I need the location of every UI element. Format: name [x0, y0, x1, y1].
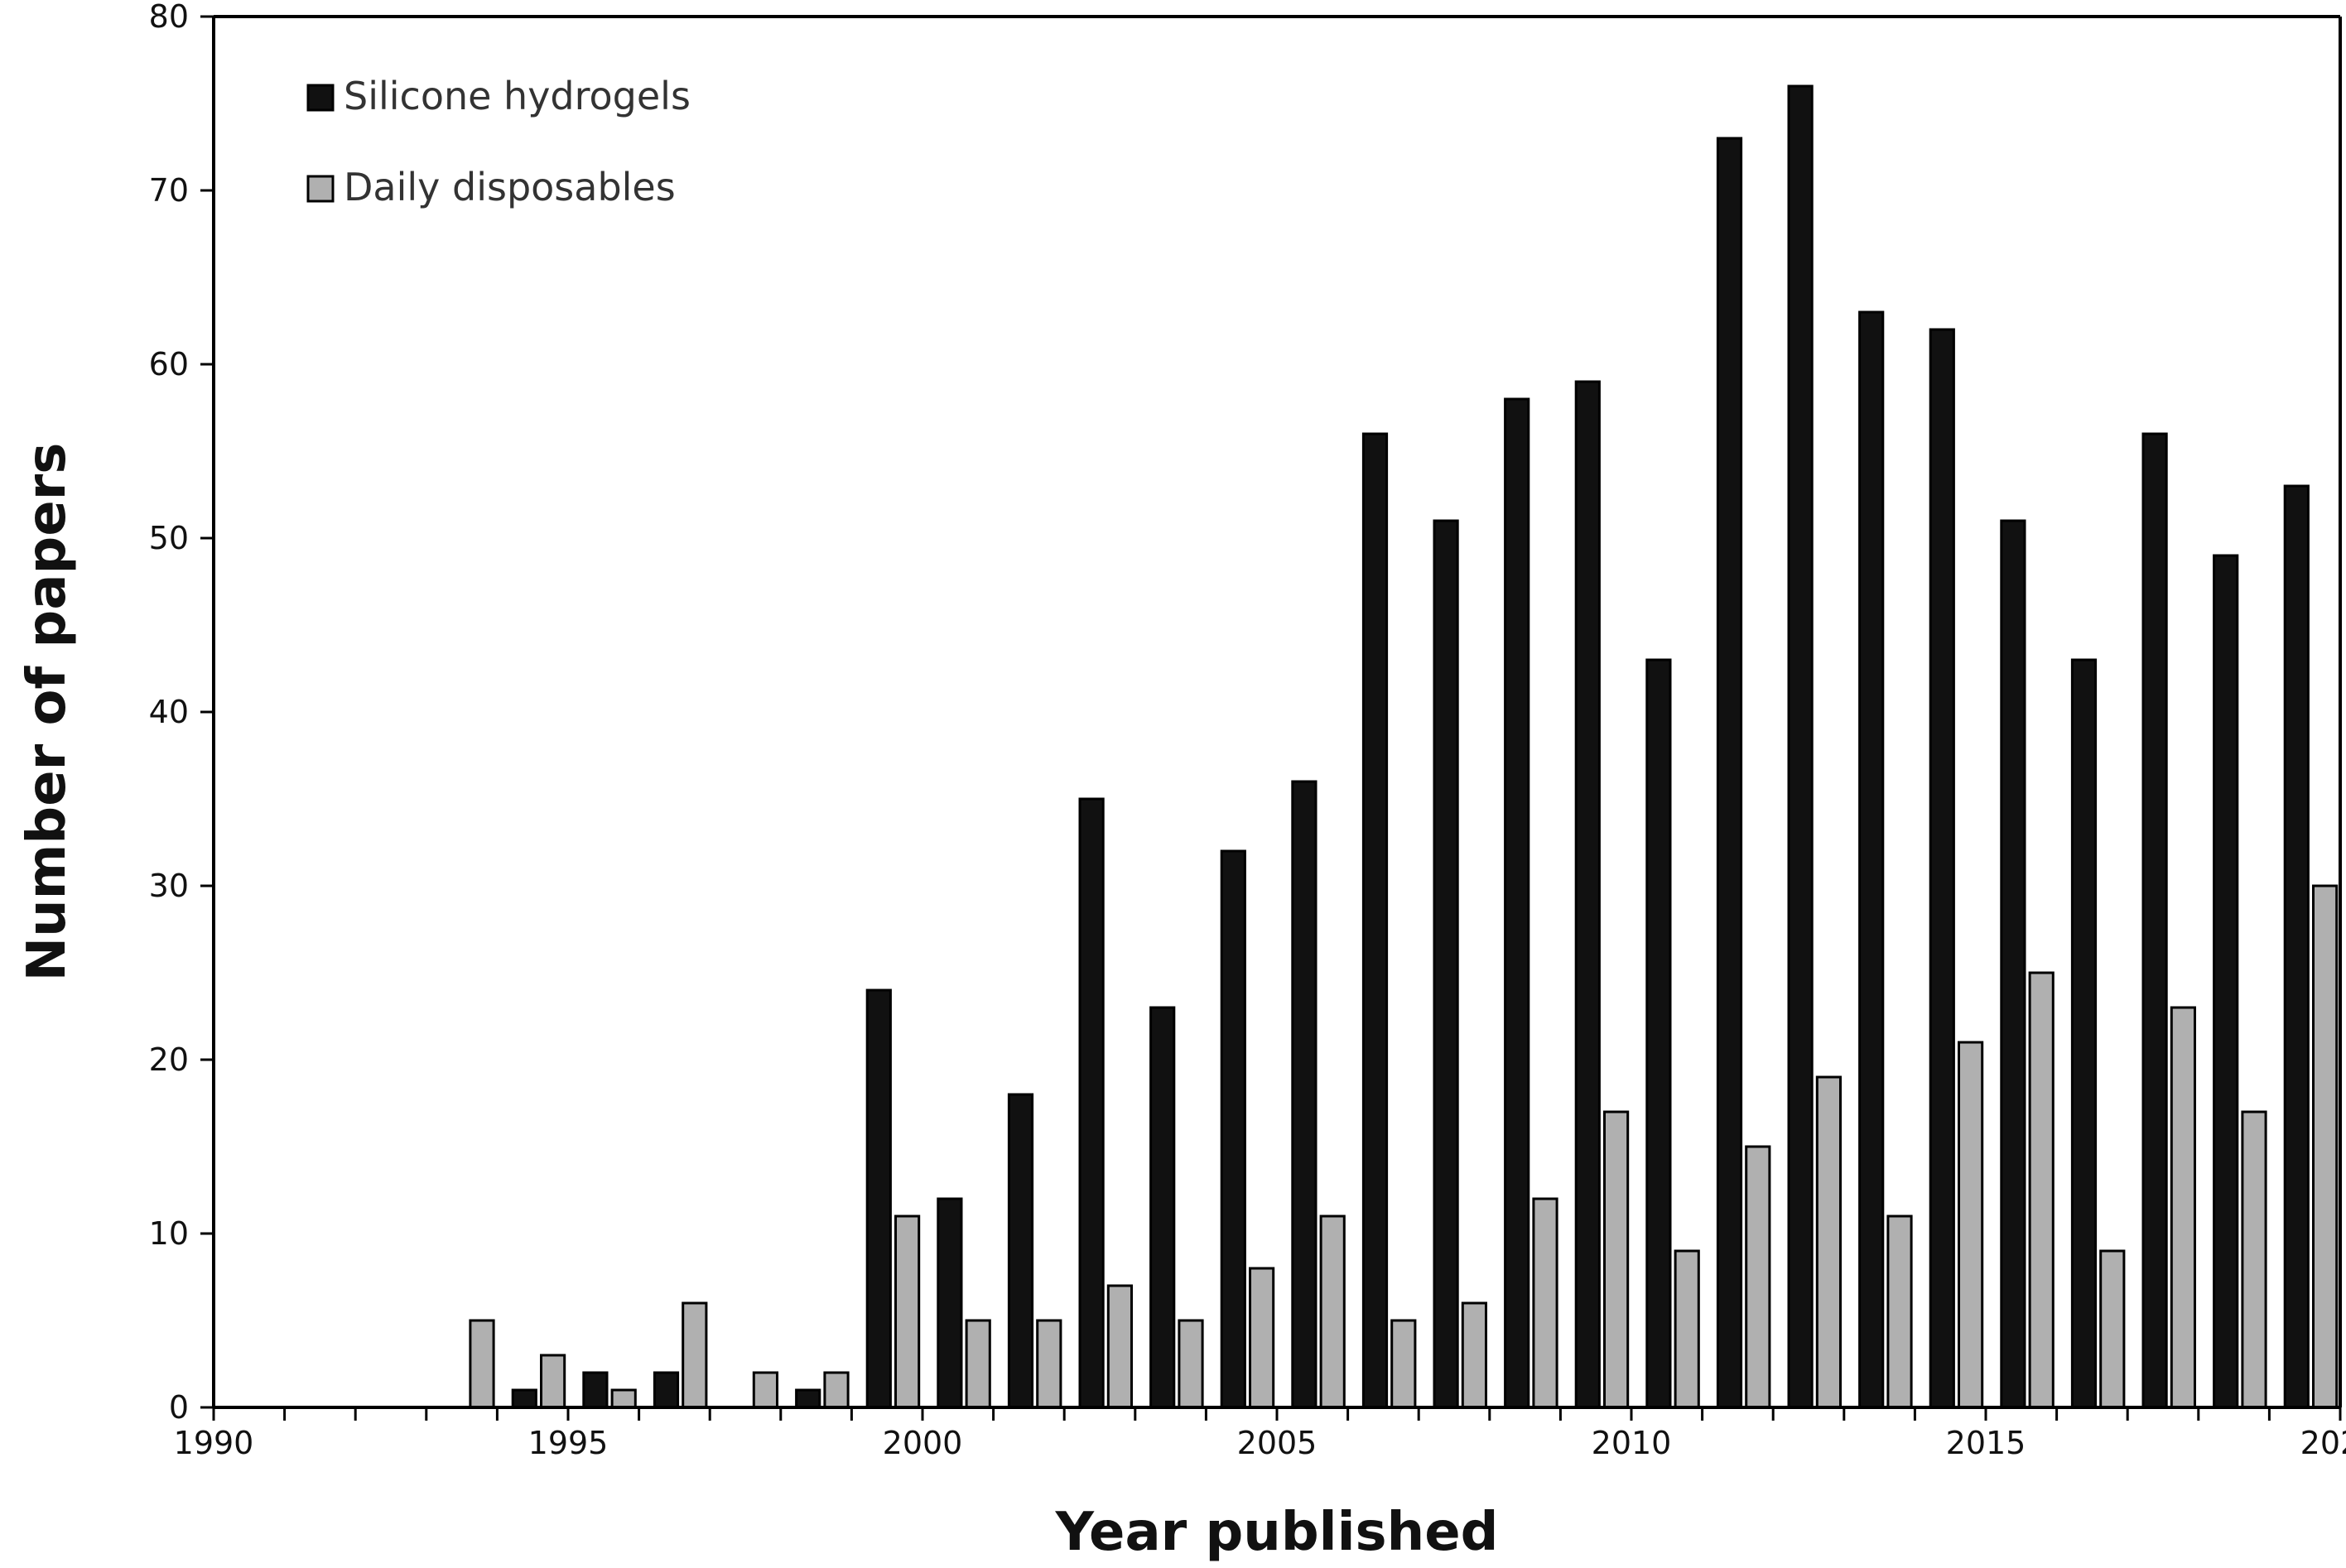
bar-daily-disposables-2004	[1178, 1319, 1204, 1409]
x-tick-label: 2010	[1592, 1425, 1672, 1461]
bar-silicone-hydrogels-2014	[1858, 310, 1885, 1409]
y-tick-label: 20	[149, 1041, 189, 1078]
bar-daily-disposables-1998	[752, 1371, 778, 1409]
bar-daily-disposables-2018	[2170, 1006, 2197, 1409]
bar-daily-disposables-2002	[1036, 1319, 1062, 1409]
ticks: 1990 1995 2000 2005 2010 2015 2020 0 10 20 30 40 50 6…	[149, 0, 2346, 1461]
bar-silicone-hydrogels-2006	[1291, 780, 1318, 1409]
x-tick-label: 2020	[2300, 1425, 2346, 1461]
bar-daily-disposables-2008	[1461, 1301, 1488, 1409]
bar-silicone-hydrogels-2017	[2070, 658, 2098, 1409]
y-tick-label: 0	[169, 1389, 189, 1426]
y-axis-title: Number of papers	[17, 443, 78, 982]
y-tick-label: 30	[149, 868, 189, 904]
bar-silicone-hydrogels-2000	[865, 988, 892, 1409]
y-tick-label: 80	[149, 0, 189, 35]
y-tick-label: 50	[149, 520, 189, 556]
bar-daily-disposables-1995	[540, 1354, 566, 1409]
bar-daily-disposables-2011	[1674, 1249, 1700, 1409]
bar-daily-disposables-2005	[1249, 1267, 1275, 1409]
legend-label-daily-disposables: Daily disposables	[344, 165, 676, 209]
bar-silicone-hydrogels-1995	[511, 1388, 537, 1409]
bars-layer	[469, 84, 2339, 1409]
bar-daily-disposables-2007	[1390, 1319, 1417, 1409]
bar-daily-disposables-2000	[894, 1214, 921, 1409]
bar-daily-disposables-2014	[1886, 1214, 1913, 1409]
bar-daily-disposables-2009	[1532, 1197, 1558, 1409]
bar-silicone-hydrogels-2003	[1078, 797, 1105, 1409]
bar-daily-disposables-2019	[2241, 1110, 2267, 1409]
x-tick-label: 1995	[528, 1425, 609, 1461]
bar-daily-disposables-1997	[682, 1301, 708, 1409]
bar-silicone-hydrogels-2018	[2141, 432, 2168, 1409]
bar-silicone-hydrogels-2015	[1929, 328, 1955, 1409]
legend-label-silicone-hydrogels: Silicone hydrogels	[344, 74, 691, 118]
x-tick-label: 1990	[174, 1425, 254, 1461]
bar-daily-disposables-1999	[823, 1371, 850, 1409]
bar-silicone-hydrogels-2011	[1645, 658, 1672, 1409]
bar-silicone-hydrogels-2005	[1220, 849, 1246, 1409]
bar-daily-disposables-2010	[1603, 1110, 1630, 1409]
bar-silicone-hydrogels-2001	[937, 1197, 963, 1409]
bar-silicone-hydrogels-1997	[653, 1371, 680, 1409]
bar-silicone-hydrogels-1999	[795, 1388, 821, 1409]
bar-silicone-hydrogels-2010	[1574, 380, 1601, 1409]
bar-silicone-hydrogels-2020	[2283, 484, 2310, 1409]
bar-silicone-hydrogels-2008	[1433, 519, 1459, 1409]
legend-swatch-silicone-hydrogels	[306, 84, 335, 112]
legend-swatch-daily-disposables	[306, 175, 335, 203]
bar-silicone-hydrogels-1996	[582, 1371, 609, 1409]
bar-daily-disposables-2016	[2028, 971, 2055, 1409]
bar-silicone-hydrogels-2016	[2000, 519, 2026, 1409]
bar-daily-disposables-2003	[1106, 1284, 1134, 1409]
bar-daily-disposables-2006	[1319, 1214, 1346, 1409]
bar-daily-disposables-1994	[469, 1319, 495, 1409]
x-tick-label: 2000	[883, 1425, 963, 1461]
x-axis-title: Year published	[1055, 1502, 1499, 1563]
bar-silicone-hydrogels-2009	[1504, 397, 1530, 1409]
bar-silicone-hydrogels-2002	[1007, 1093, 1034, 1409]
legend: Silicone hydrogels Daily disposables	[306, 74, 691, 209]
bar-daily-disposables-2013	[1815, 1075, 1843, 1409]
bar-daily-disposables-2017	[2099, 1249, 2126, 1409]
x-tick-label: 2015	[1946, 1425, 2026, 1461]
y-tick-label: 70	[149, 172, 189, 209]
bar-silicone-hydrogels-2019	[2213, 554, 2239, 1409]
bar-daily-disposables-2015	[1958, 1041, 1984, 1409]
bar-daily-disposables-2012	[1745, 1145, 1771, 1409]
y-tick-label: 10	[149, 1215, 189, 1252]
bar-daily-disposables-2001	[965, 1319, 991, 1409]
bar-daily-disposables-1996	[610, 1388, 637, 1409]
bar-silicone-hydrogels-2013	[1787, 84, 1814, 1409]
x-tick-label: 2005	[1237, 1425, 1318, 1461]
bar-silicone-hydrogels-2007	[1361, 432, 1389, 1409]
bar-silicone-hydrogels-2012	[1716, 137, 1743, 1409]
y-tick-label: 40	[149, 694, 189, 730]
bar-daily-disposables-2020	[2312, 884, 2339, 1409]
y-tick-label: 60	[149, 346, 189, 382]
bar-silicone-hydrogels-2004	[1149, 1006, 1176, 1409]
